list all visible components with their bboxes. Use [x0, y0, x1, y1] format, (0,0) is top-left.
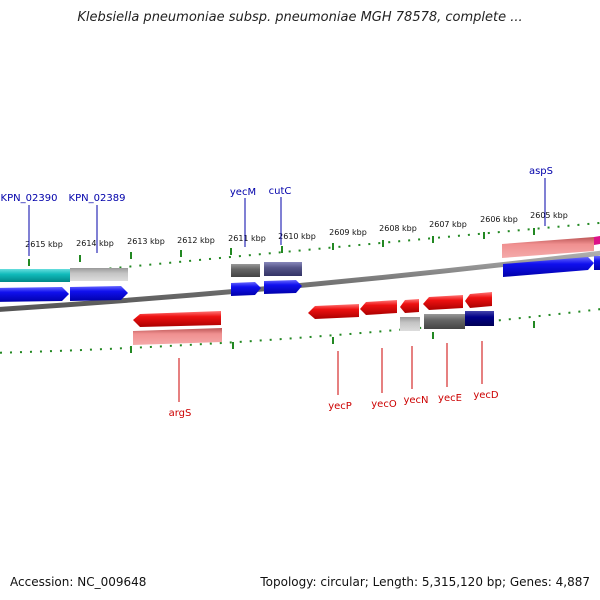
labels-top: KPN_02390 KPN_02389 yecM cutC aspS: [1, 166, 553, 256]
feature-argS-gene[interactable]: [133, 328, 222, 345]
scale-tick: 2607 kbp: [429, 220, 467, 243]
scale-tick: 2610 kbp: [278, 232, 316, 253]
label-yecE[interactable]: yecE: [438, 393, 462, 404]
label-KPN_02390[interactable]: KPN_02390: [1, 193, 58, 204]
label-aspS[interactable]: aspS: [529, 166, 553, 177]
scale-tick: 2614 kbp: [76, 239, 114, 262]
tick-label: 2608 kbp: [379, 224, 417, 233]
scale-tick: 2612 kbp: [177, 236, 215, 257]
feature-yecE-gene[interactable]: [424, 314, 465, 329]
tick-label: 2613 kbp: [127, 237, 165, 246]
feature-aspS-cds[interactable]: [503, 257, 594, 277]
tick-label: 2605 kbp: [530, 211, 568, 220]
tick-label: 2607 kbp: [429, 220, 467, 229]
feature-KPN_02389-cds[interactable]: [70, 286, 128, 301]
scale-tick: 2606 kbp: [480, 215, 518, 239]
scale-line-top: [0, 221, 600, 281]
feature-yecP-cds[interactable]: [308, 304, 359, 319]
labels-bottom: argS yecP yecO yecN yecE yecD: [169, 341, 499, 419]
label-yecM[interactable]: yecM: [230, 187, 256, 198]
scale-ticks: 2615 kbp 2614 kbp 2613 kbp 2612 kbp 2611…: [25, 211, 568, 353]
scale-tick: 2615 kbp: [25, 240, 63, 266]
feature-yecD-cds[interactable]: [465, 292, 492, 308]
scale-tick: 2605 kbp: [530, 211, 568, 235]
tick-label: 2615 kbp: [25, 240, 63, 249]
scale-tick: 2609 kbp: [329, 228, 367, 250]
feature-argS-cds[interactable]: [133, 311, 221, 327]
label-argS[interactable]: argS: [169, 408, 192, 419]
label-yecO[interactable]: yecO: [371, 399, 397, 410]
tick-label: 2611 kbp: [228, 234, 266, 243]
scale-tick: 2613 kbp: [127, 237, 165, 259]
tick-label: 2606 kbp: [480, 215, 518, 224]
feature-cutC-cds[interactable]: [264, 280, 302, 294]
label-yecP[interactable]: yecP: [328, 401, 352, 412]
feature-yecD-gene[interactable]: [465, 311, 494, 326]
features-top: [0, 236, 600, 302]
scale-tick: 2608 kbp: [379, 224, 417, 247]
label-cutC[interactable]: cutC: [269, 186, 292, 197]
feature-yecN-gene[interactable]: [400, 317, 420, 331]
accession-text: Accession: NC_009648: [10, 575, 147, 589]
feature-cutC-gene[interactable]: [264, 262, 302, 276]
tick-label: 2612 kbp: [177, 236, 215, 245]
label-yecN[interactable]: yecN: [403, 395, 428, 406]
feature-yecO-cds[interactable]: [360, 300, 397, 315]
feature-KPN_02390-cds[interactable]: [0, 287, 69, 302]
feature-yecE-cds[interactable]: [423, 295, 463, 310]
feature-yecM-gene[interactable]: [231, 264, 260, 277]
tick-label: 2610 kbp: [278, 232, 316, 241]
feature-next-gene[interactable]: [594, 236, 600, 245]
feature-KPN_02390-gene[interactable]: [0, 269, 70, 282]
features-bottom: [133, 292, 494, 345]
scale-line-bottom: [0, 308, 600, 354]
scale-tick: 2611 kbp: [228, 234, 266, 255]
tick-label: 2614 kbp: [76, 239, 114, 248]
feature-yecM-cds[interactable]: [231, 282, 261, 296]
feature-KPN_02389-gene[interactable]: [70, 268, 128, 281]
genome-summary: Topology: circular; Length: 5,315,120 bp…: [260, 575, 590, 589]
label-KPN_02389[interactable]: KPN_02389: [69, 193, 126, 204]
label-yecD[interactable]: yecD: [473, 390, 499, 401]
map-title: Klebsiella pneumoniae subsp. pneumoniae …: [77, 10, 523, 25]
feature-yecN-cds[interactable]: [400, 299, 419, 313]
feature-aspS-gene[interactable]: [502, 237, 594, 258]
feature-next-cds[interactable]: [594, 256, 600, 270]
tick-label: 2609 kbp: [329, 228, 367, 237]
